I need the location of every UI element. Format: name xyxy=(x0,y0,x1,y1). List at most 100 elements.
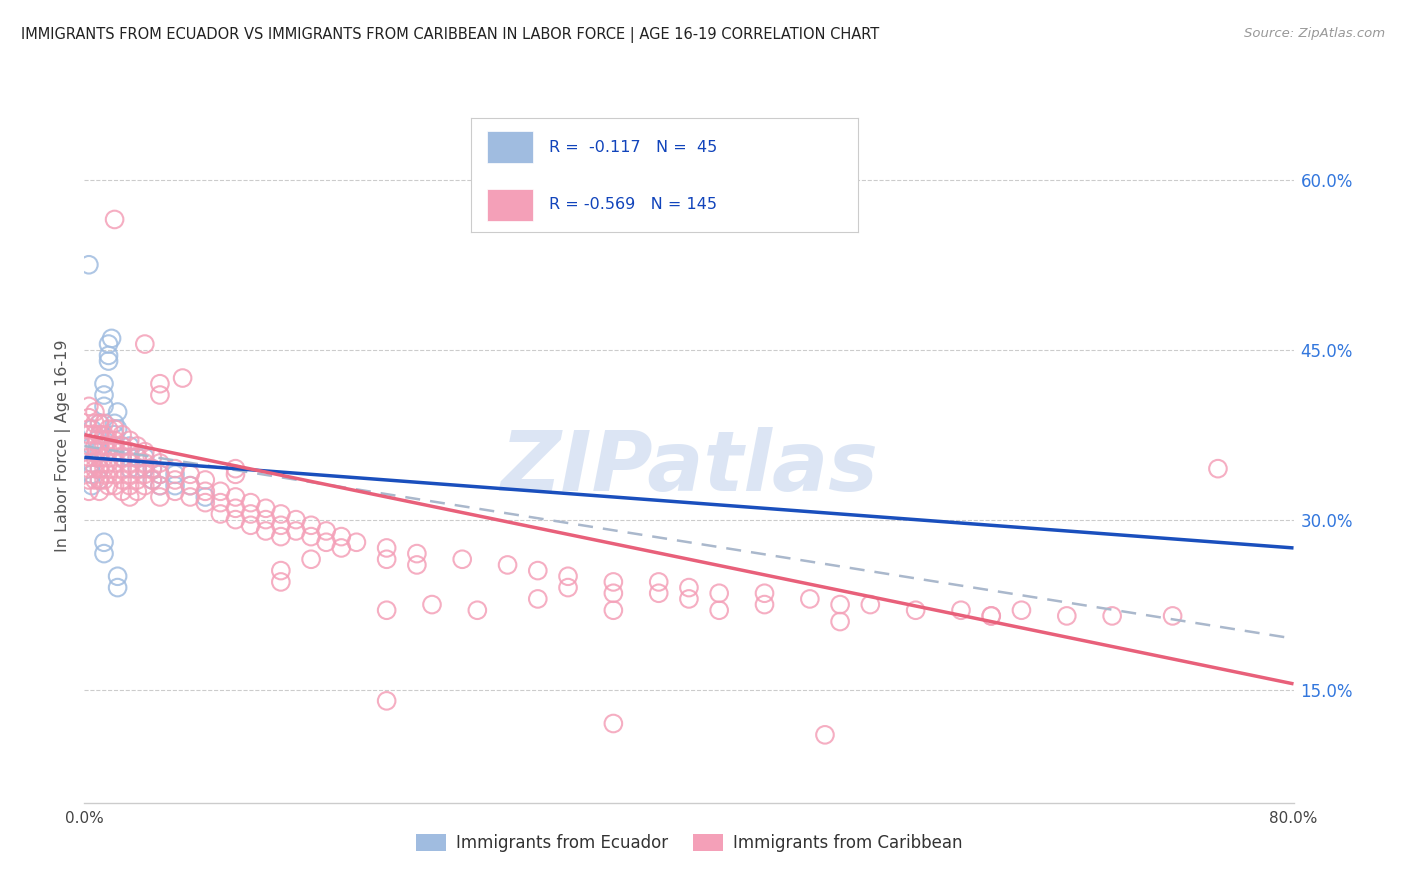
Point xyxy=(194,484,217,499)
Point xyxy=(134,444,156,458)
Point xyxy=(285,524,308,538)
Point xyxy=(179,478,201,492)
Point xyxy=(225,490,247,504)
Point xyxy=(118,439,141,453)
Point xyxy=(80,478,103,492)
Point xyxy=(225,513,247,527)
Point xyxy=(77,410,100,425)
Point xyxy=(84,473,107,487)
Point xyxy=(118,450,141,465)
Point xyxy=(1161,608,1184,623)
Point xyxy=(97,444,120,458)
Point xyxy=(648,574,671,589)
Point xyxy=(118,467,141,482)
Point xyxy=(678,591,700,606)
Point xyxy=(209,484,232,499)
Point xyxy=(107,405,129,419)
Point xyxy=(149,467,172,482)
Point xyxy=(84,417,107,431)
Point xyxy=(93,417,115,431)
Point xyxy=(602,586,624,600)
Point xyxy=(77,484,100,499)
Point xyxy=(557,569,579,583)
Point xyxy=(127,439,149,453)
Point xyxy=(141,461,163,475)
Point xyxy=(165,473,187,487)
Point xyxy=(270,574,292,589)
Point xyxy=(980,608,1002,623)
Point xyxy=(467,603,489,617)
Point xyxy=(254,524,277,538)
Point xyxy=(89,461,111,475)
Point xyxy=(315,535,337,549)
Point xyxy=(104,444,127,458)
Point xyxy=(84,439,107,453)
Point xyxy=(93,427,115,442)
Point xyxy=(270,518,292,533)
Point xyxy=(104,467,127,482)
Point xyxy=(1011,603,1033,617)
Point xyxy=(141,461,163,475)
Point xyxy=(254,501,277,516)
Point xyxy=(97,467,120,482)
Point xyxy=(375,552,398,566)
Point xyxy=(111,450,134,465)
Point xyxy=(104,478,127,492)
Point xyxy=(980,608,1002,623)
Point xyxy=(149,456,172,470)
Point xyxy=(118,444,141,458)
Point xyxy=(859,598,882,612)
Point xyxy=(77,439,100,453)
Point xyxy=(225,461,247,475)
Point xyxy=(111,439,134,453)
Point xyxy=(104,434,127,448)
Point xyxy=(141,473,163,487)
Point xyxy=(375,541,398,555)
Point xyxy=(346,535,368,549)
Point xyxy=(118,490,141,504)
Point xyxy=(77,427,100,442)
Point xyxy=(375,603,398,617)
Point xyxy=(420,598,443,612)
Point xyxy=(89,484,111,499)
Point xyxy=(814,728,837,742)
Point xyxy=(86,444,108,458)
Point xyxy=(141,450,163,465)
Point xyxy=(527,564,550,578)
Point xyxy=(93,376,115,391)
Point xyxy=(451,552,474,566)
Point xyxy=(89,417,111,431)
Point xyxy=(97,348,120,362)
Point xyxy=(111,439,134,453)
Point xyxy=(104,422,127,436)
Point xyxy=(89,439,111,453)
Point xyxy=(111,473,134,487)
Point xyxy=(97,337,120,351)
Point xyxy=(239,518,262,533)
Point xyxy=(89,450,111,465)
Point xyxy=(84,427,107,442)
Point xyxy=(1206,461,1229,475)
Point xyxy=(496,558,519,572)
Point xyxy=(299,530,322,544)
Point xyxy=(209,495,232,509)
Point xyxy=(134,337,156,351)
Point xyxy=(104,456,127,470)
Point xyxy=(77,258,100,272)
Point xyxy=(165,467,187,482)
Point xyxy=(239,507,262,521)
Point xyxy=(104,417,127,431)
Point xyxy=(84,461,107,475)
Point xyxy=(127,484,149,499)
Legend: Immigrants from Ecuador, Immigrants from Caribbean: Immigrants from Ecuador, Immigrants from… xyxy=(409,827,969,859)
Point xyxy=(149,467,172,482)
Point xyxy=(270,507,292,521)
Point xyxy=(165,461,187,475)
Point xyxy=(406,547,429,561)
Point xyxy=(754,586,776,600)
Point xyxy=(93,439,115,453)
Point xyxy=(149,478,172,492)
Point xyxy=(406,558,429,572)
Point xyxy=(602,574,624,589)
Point xyxy=(89,427,111,442)
